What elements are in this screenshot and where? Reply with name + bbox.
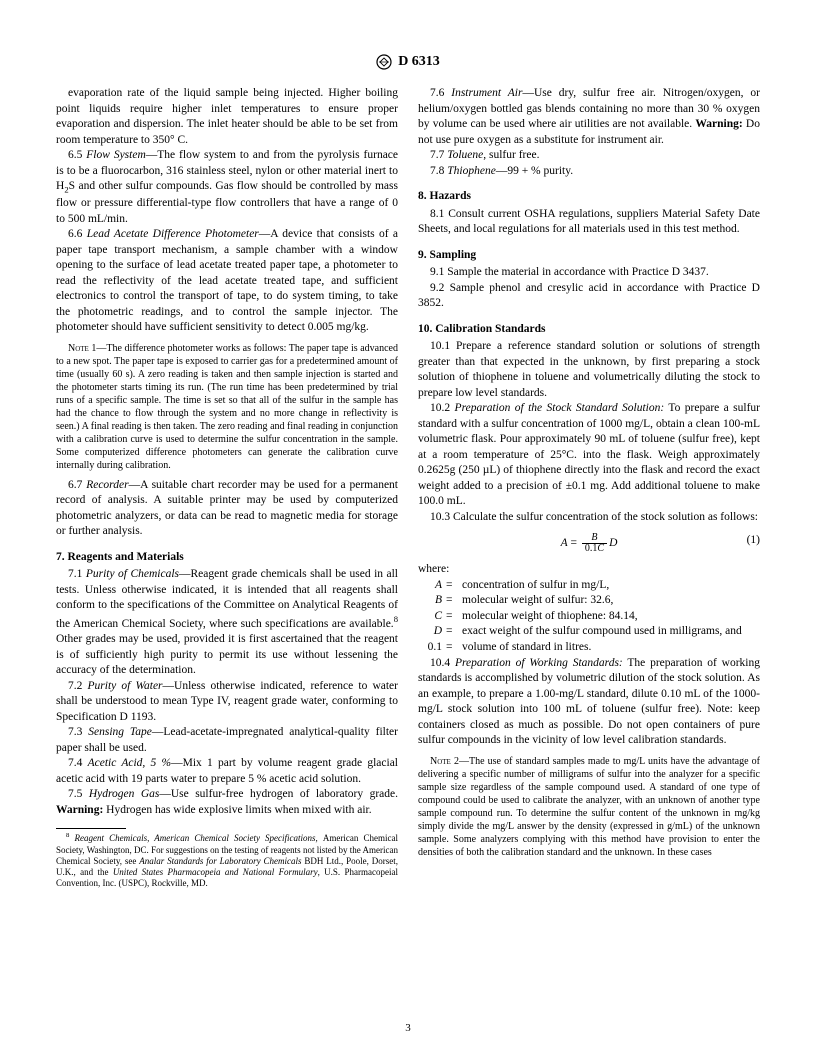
para-10-4: 10.4 Preparation of Working Standards: T… xyxy=(418,656,760,749)
para-6-6: 6.6 Lead Acetate Difference Photometer—A… xyxy=(56,227,398,336)
where-label: where: xyxy=(418,562,760,578)
para-7-8: 7.8 Thiophene—99 + % purity. xyxy=(418,164,760,180)
astm-logo-icon xyxy=(376,54,392,70)
designation-text: D 6313 xyxy=(398,54,440,70)
section-9-head: 9. Sampling xyxy=(418,248,760,264)
equation-1: A = B0.1CD (1) xyxy=(418,533,760,554)
page-number: 3 xyxy=(0,1022,816,1034)
para-6-7: 6.7 Recorder—A suitable chart recorder m… xyxy=(56,478,398,540)
para-6-cont: evaporation rate of the liquid sample be… xyxy=(56,86,398,148)
para-7-6: 7.6 Instrument Air—Use dry, sulfur free … xyxy=(418,86,760,148)
para-7-4: 7.4 Acetic Acid, 5 %—Mix 1 part by volum… xyxy=(56,756,398,787)
footnote-rule xyxy=(56,828,126,829)
para-7-1: 7.1 Purity of Chemicals—Reagent grade ch… xyxy=(56,567,398,678)
equation-number: (1) xyxy=(747,533,760,549)
section-10-head: 10. Calibration Standards xyxy=(418,322,760,338)
para-10-2: 10.2 Preparation of the Stock Standard S… xyxy=(418,401,760,510)
section-7-head: 7. Reagents and Materials xyxy=(56,550,398,566)
para-10-1: 10.1 Prepare a reference standard soluti… xyxy=(418,339,760,401)
section-8-head: 8. Hazards xyxy=(418,189,760,205)
body-columns: evaporation rate of the liquid sample be… xyxy=(56,86,760,890)
para-7-3: 7.3 Sensing Tape—Lead-acetate-impregnate… xyxy=(56,725,398,756)
note-2: Note 2—The use of standard samples made … xyxy=(418,755,760,859)
para-6-5: 6.5 Flow System—The flow system to and f… xyxy=(56,148,398,227)
para-9-2: 9.2 Sample phenol and cresylic acid in a… xyxy=(418,281,760,312)
footnote-8: 8 Reagent Chemicals, American Chemical S… xyxy=(56,832,398,889)
para-8-1: 8.1 Consult current OSHA regulations, su… xyxy=(418,207,760,238)
para-9-1: 9.1 Sample the material in accordance wi… xyxy=(418,265,760,281)
para-10-3: 10.3 Calculate the sulfur concentration … xyxy=(418,510,760,526)
note-1: Note 1—The difference photometer works a… xyxy=(56,342,398,472)
para-7-5: 7.5 Hydrogen Gas—Use sulfur-free hydroge… xyxy=(56,787,398,818)
page-header: D 6313 xyxy=(56,54,760,70)
para-7-7: 7.7 Toluene, sulfur free. xyxy=(418,148,760,164)
para-7-2: 7.2 Purity of Water—Unless otherwise ind… xyxy=(56,679,398,726)
where-list: A=concentration of sulfur in mg/L, B=mol… xyxy=(418,578,760,656)
